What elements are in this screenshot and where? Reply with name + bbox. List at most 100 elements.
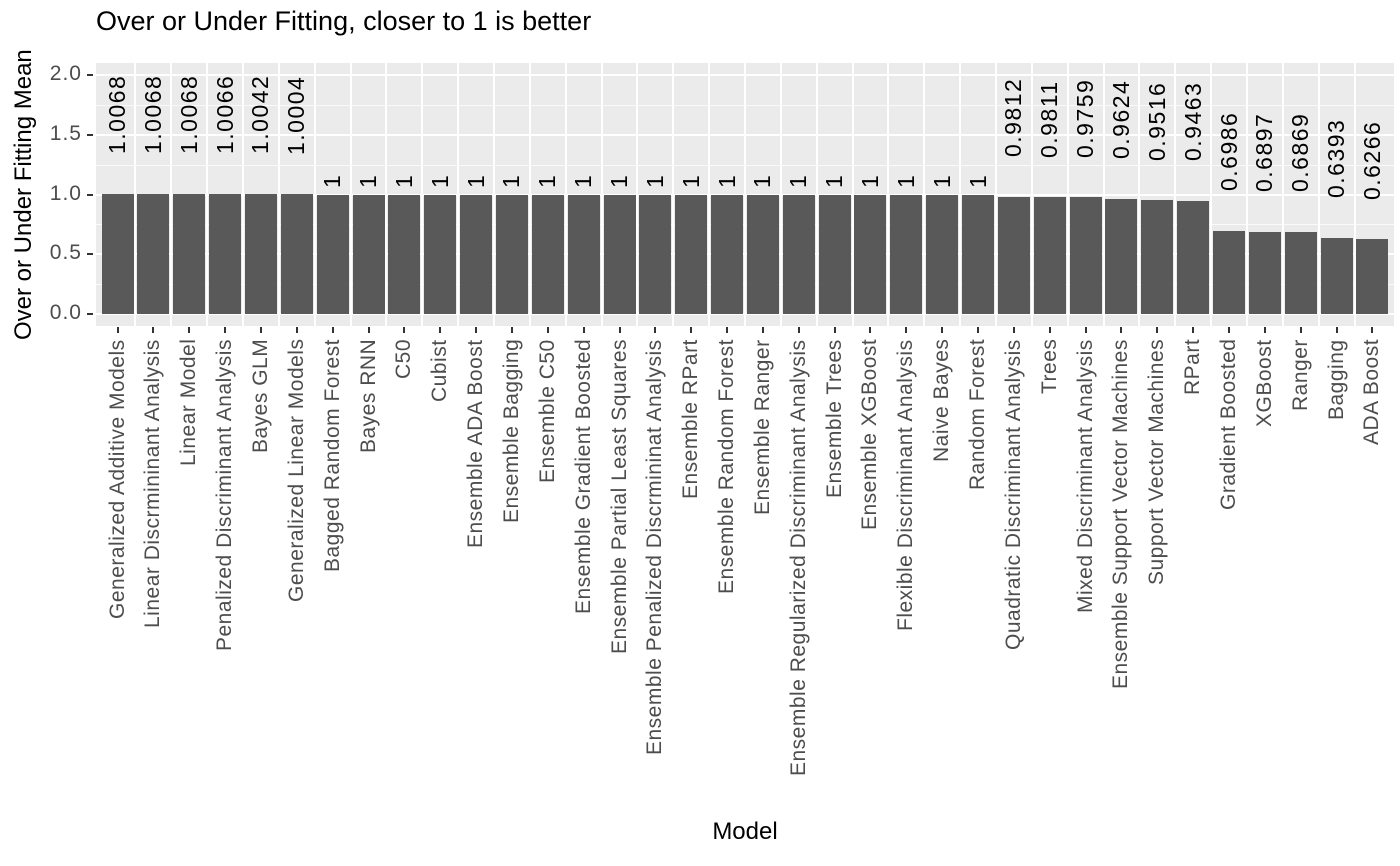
bar <box>1105 198 1138 314</box>
x-tick-label: Support Vector Machines <box>1145 338 1169 585</box>
bar-value-label: 1.0042 <box>247 75 274 155</box>
gridline-vertical <box>994 63 997 326</box>
gridline-vertical <box>1102 63 1105 326</box>
x-axis-tick <box>690 327 693 333</box>
bar <box>424 194 457 314</box>
gridline-vertical <box>708 63 711 326</box>
x-axis-tick <box>1263 327 1266 333</box>
bar-value-label: 1 <box>964 173 991 188</box>
x-axis-tick <box>905 327 908 333</box>
x-axis-tick <box>224 327 227 333</box>
x-axis-tick <box>761 327 764 333</box>
x-axis-tick <box>259 327 262 333</box>
x-tick-label: Generalized Linear Models <box>284 338 308 602</box>
gridline-vertical <box>528 63 531 326</box>
bar <box>675 194 708 314</box>
gridline-vertical <box>1281 63 1284 326</box>
x-axis-tick <box>726 327 729 333</box>
bar <box>352 194 385 314</box>
gridline-vertical <box>1353 63 1356 326</box>
bar <box>460 194 493 314</box>
x-axis-tick <box>1156 327 1159 333</box>
y-tick-label: 2.0 <box>49 62 82 85</box>
gridline-vertical <box>170 63 173 326</box>
bar-value-label: 1 <box>462 173 489 188</box>
gridline-vertical <box>1245 63 1248 326</box>
x-axis-tick <box>618 327 621 333</box>
bar-value-label: 1 <box>570 173 597 188</box>
gridline-vertical <box>744 63 746 326</box>
bar-value-label: 1 <box>677 173 704 188</box>
y-axis-title: Over or Under Fitting Mean <box>10 49 37 340</box>
gridline-vertical <box>1138 63 1141 326</box>
gridline-vertical <box>313 63 316 326</box>
gridline-vertical <box>636 63 639 326</box>
x-tick-label: Quadratic Discriminant Analysis <box>1001 339 1025 650</box>
x-tick-label: Ensemble Trees <box>822 339 846 498</box>
gridline-vertical <box>206 63 209 326</box>
bar <box>1177 200 1210 314</box>
y-tick-label: 1.0 <box>49 181 82 205</box>
x-axis-tick <box>1299 327 1302 333</box>
x-tick-label: Linear Model <box>177 338 201 466</box>
x-tick-label: Ensemble Ranger <box>750 339 774 515</box>
bar <box>567 194 600 314</box>
bar <box>244 193 277 314</box>
bar-value-label: 1.0004 <box>283 75 310 155</box>
gridline-vertical <box>815 63 818 326</box>
gridline-vertical <box>851 63 854 326</box>
x-axis-tick <box>475 327 478 333</box>
bar <box>746 194 779 314</box>
x-axis-title: Model <box>712 818 778 845</box>
bar <box>209 193 242 314</box>
x-tick-label: Ensemble RPart <box>679 339 703 499</box>
x-axis-tick <box>1192 327 1195 333</box>
x-axis-tick <box>1012 327 1015 333</box>
x-tick-label: Penalized Discriminant Analysis <box>213 339 237 651</box>
bar-value-label: 1 <box>856 173 883 188</box>
x-tick-label: Ensemble C50 <box>535 339 559 483</box>
plot-panel <box>96 63 1394 326</box>
y-axis-tick <box>87 74 93 76</box>
bar-value-label: 0.9811 <box>1036 80 1063 158</box>
bar <box>137 193 170 314</box>
bar-value-label: 1 <box>821 173 848 188</box>
x-axis-tick <box>1228 327 1231 333</box>
x-tick-label: XGBoost <box>1252 339 1276 427</box>
bar <box>316 194 349 314</box>
bar-value-label: 1 <box>498 173 525 188</box>
y-axis-tick <box>87 313 93 315</box>
y-tick-label: 0.5 <box>49 241 82 265</box>
bar <box>495 194 528 314</box>
x-axis-tick <box>295 327 298 333</box>
gridline-vertical <box>1317 63 1320 326</box>
bar-value-label: 0.9624 <box>1107 80 1134 160</box>
gridline-vertical <box>242 63 244 326</box>
x-axis-tick <box>582 327 585 333</box>
bar-value-label: 1 <box>749 173 776 188</box>
bar <box>1213 230 1246 314</box>
bar <box>1069 197 1102 314</box>
x-tick-label: Cubist <box>428 339 452 402</box>
x-tick-label: Linear Discrmininant Analysis <box>141 339 165 628</box>
bar-value-label: 1 <box>606 173 632 188</box>
x-tick-label: Gradient Boosted <box>1217 338 1241 510</box>
gridline-vertical <box>600 63 603 326</box>
bar <box>997 196 1030 314</box>
bar-value-label: 1 <box>355 173 381 188</box>
bar <box>388 194 421 314</box>
bar <box>782 194 815 314</box>
gridline-vertical <box>457 63 460 326</box>
chart-title: Over or Under Fitting, closer to 1 is be… <box>96 6 592 36</box>
bar <box>1284 231 1317 314</box>
x-tick-label: Bagged Random Forest <box>320 339 344 572</box>
x-axis-tick <box>654 327 657 333</box>
x-axis-tick <box>439 327 442 333</box>
bar-value-label: 1 <box>319 173 346 188</box>
bar-value-label: 0.9759 <box>1072 78 1099 158</box>
x-axis-tick <box>1371 327 1374 333</box>
gridline-vertical <box>1174 63 1177 326</box>
bar-value-label: 1 <box>426 173 453 188</box>
x-tick-label: ADA Boost <box>1360 338 1384 445</box>
